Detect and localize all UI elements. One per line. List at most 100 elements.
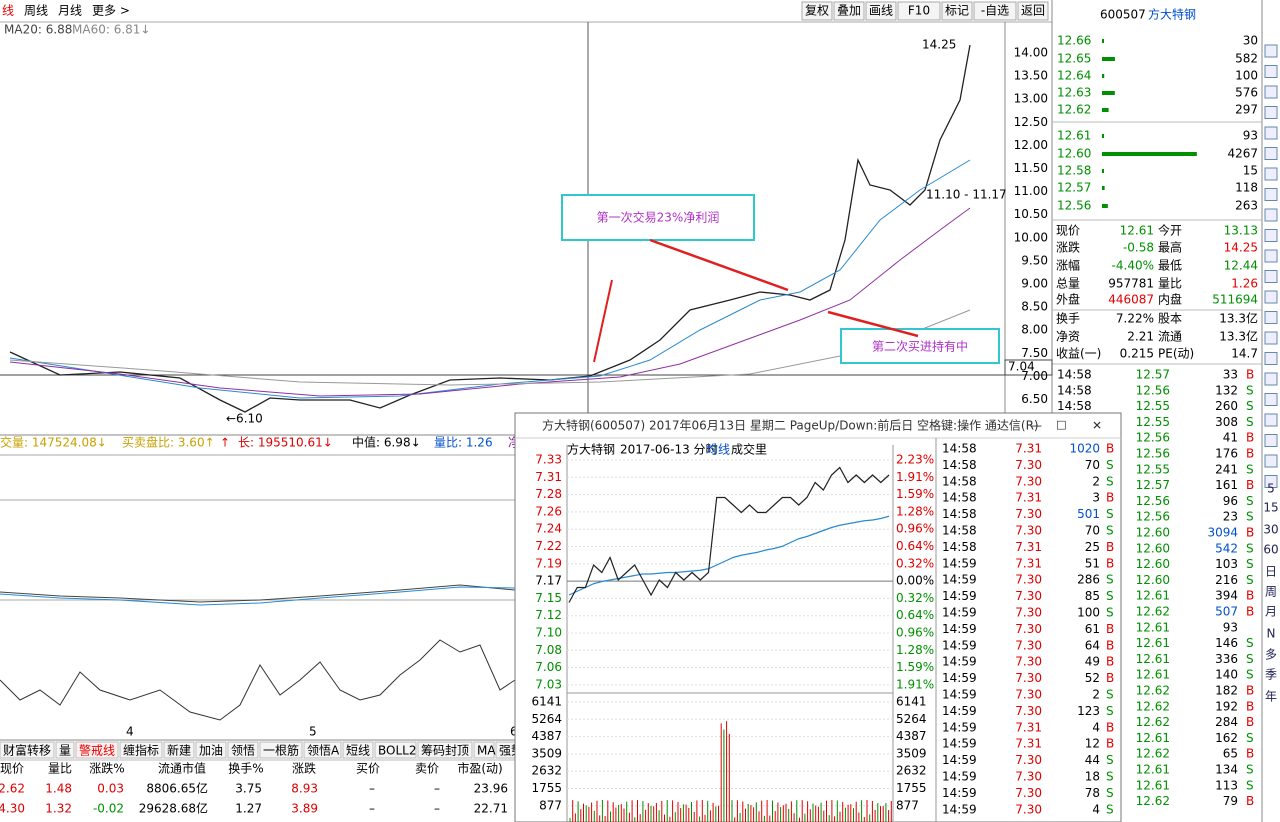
sidebar-icon[interactable] — [1264, 311, 1278, 324]
sidebar-button[interactable]: 月 — [1265, 605, 1277, 619]
sidebar-button[interactable]: 日 — [1265, 565, 1277, 579]
indicator-tab-label[interactable]: 缠指标 — [123, 743, 159, 758]
toolbar-button-label[interactable]: F10 — [908, 4, 930, 18]
trade-time: 14:59 — [942, 770, 977, 784]
indicator-tab-label[interactable]: 领悟 — [231, 743, 255, 758]
price-axis-label: 10.50 — [1014, 207, 1048, 221]
toolbar-button[interactable] — [897, 1, 941, 21]
sidebar-icon[interactable] — [1264, 393, 1278, 406]
current-price-box — [1004, 359, 1053, 376]
indicator-tab-label[interactable]: BOLL2 — [378, 744, 416, 758]
sidebar-icon[interactable] — [1264, 106, 1278, 119]
window-button[interactable]: ☐ — [1056, 419, 1067, 433]
trade-volume: 140 — [1215, 668, 1238, 682]
indicator-tab[interactable] — [55, 741, 75, 759]
sidebar-icon[interactable] — [1264, 188, 1278, 201]
indicator-tab[interactable] — [473, 741, 495, 759]
toolbar-button-label[interactable]: 标记 — [945, 4, 969, 18]
sidebar-icon[interactable] — [1264, 331, 1278, 345]
sidebar-icon[interactable] — [1264, 208, 1278, 222]
toolbar-button-label[interactable]: -自选 — [981, 4, 1009, 18]
sidebar-icon[interactable] — [1264, 434, 1278, 447]
toolbar-button-label[interactable]: 复权 — [805, 4, 829, 18]
sidebar-icon[interactable] — [1264, 229, 1278, 242]
indicator-tab-label[interactable]: 领悟A — [307, 743, 340, 758]
sidebar-icon[interactable] — [1264, 65, 1278, 78]
toolbar-tab[interactable]: 线 — [2, 4, 14, 18]
toolbar-button[interactable] — [941, 1, 973, 21]
sidebar-icon[interactable] — [1264, 147, 1278, 160]
toolbar-button[interactable] — [1017, 1, 1049, 21]
toolbar-button[interactable] — [973, 1, 1017, 21]
indicator-tab[interactable] — [75, 741, 119, 759]
sidebar-icon[interactable] — [1264, 44, 1278, 58]
indicator-tab[interactable] — [119, 741, 163, 759]
sidebar-button[interactable]: N — [1267, 627, 1276, 641]
toolbar-tab[interactable]: 更多 > — [92, 4, 130, 18]
indicator-tab-label[interactable]: MA — [477, 744, 496, 758]
sidebar-button[interactable]: 30 — [1263, 523, 1278, 537]
sidebar-icon[interactable] — [1264, 126, 1278, 140]
toolbar-button[interactable] — [833, 1, 865, 21]
trade-time: 14:59 — [942, 688, 977, 702]
toolbar-tab[interactable]: 月线 — [58, 4, 82, 18]
indicator-tab-label[interactable]: 加油 — [199, 744, 223, 758]
vol-axis-label: 2632 — [531, 764, 562, 778]
toolbar-button-label[interactable]: 画线 — [869, 4, 893, 18]
indicator-tab[interactable] — [303, 741, 342, 759]
sidebar-icon[interactable] — [1264, 249, 1278, 263]
sidebar-button[interactable]: 年 — [1265, 690, 1277, 704]
sidebar-icon[interactable] — [1264, 475, 1278, 488]
toolbar-button-label[interactable]: 叠加 — [837, 4, 861, 18]
indicator-tab-label[interactable]: 一根筋 — [263, 743, 299, 758]
book-volume: 30 — [1243, 34, 1258, 48]
indicator-tab-label[interactable]: 财富转移 — [3, 743, 51, 758]
sidebar-icon[interactable] — [1264, 413, 1278, 427]
window-button[interactable]: ✕ — [1092, 419, 1102, 433]
sidebar-icon[interactable] — [1264, 454, 1278, 468]
window-button[interactable]: — — [1030, 419, 1042, 433]
pct-axis-label: 1.59% — [896, 660, 934, 674]
trade-price: 12.56 — [1136, 494, 1170, 508]
toolbar-button[interactable] — [865, 1, 897, 21]
indicator-tab[interactable] — [417, 741, 473, 759]
book-volume: 582 — [1235, 52, 1258, 66]
sidebar-button[interactable]: 季 — [1265, 668, 1277, 682]
trade-dir: S — [1106, 753, 1114, 767]
sidebar-button[interactable]: 15 — [1263, 501, 1278, 515]
sidebar-button[interactable]: 多 — [1265, 648, 1277, 662]
avg-line — [568, 515, 890, 596]
sidebar-button[interactable]: 5 — [1267, 482, 1275, 496]
trade-price: 7.30 — [1015, 524, 1042, 538]
annotation: 11.10 - 11.17 — [926, 188, 1007, 202]
indicator-tab[interactable] — [0, 741, 55, 759]
sidebar-icon[interactable] — [1264, 167, 1278, 181]
indicator-tab-label[interactable]: 新建 — [167, 743, 191, 758]
sidebar-icon[interactable] — [1264, 270, 1278, 283]
sidebar-icon[interactable] — [1264, 352, 1278, 365]
trade-volume: 12 — [1085, 737, 1100, 751]
toolbar-tab[interactable]: 周线 — [24, 4, 48, 18]
trade-time: 14:59 — [942, 753, 977, 767]
trade-dir: B — [1246, 478, 1254, 492]
sidebar-icon[interactable] — [1264, 290, 1278, 304]
sidebar-button[interactable]: 周 — [1265, 585, 1277, 599]
sidebar-icon[interactable] — [1264, 85, 1278, 99]
indicator-tab-label[interactable]: 警戒线 — [79, 743, 115, 758]
quote-value: -4.40% — [1112, 259, 1154, 273]
indicator-tab-label[interactable]: 量 — [59, 744, 71, 758]
price-axis-label: 7.00 — [1021, 369, 1048, 383]
indicator-tab[interactable] — [374, 741, 417, 759]
indicator-tab-label[interactable]: 筹码封顶 — [421, 744, 469, 758]
indicator-tab[interactable] — [342, 741, 374, 759]
sidebar-button[interactable]: 60 — [1263, 543, 1278, 557]
indicator-tab[interactable] — [163, 741, 195, 759]
toolbar-button[interactable] — [801, 1, 833, 21]
trade-price: 12.62 — [1136, 605, 1170, 619]
indicator-tab[interactable] — [227, 741, 259, 759]
sidebar-icon[interactable] — [1264, 372, 1278, 386]
indicator-tab[interactable] — [259, 741, 303, 759]
indicator-tab-label[interactable]: 短线 — [346, 744, 370, 758]
indicator-tab[interactable] — [195, 741, 227, 759]
toolbar-button-label[interactable]: 返回 — [1021, 4, 1045, 18]
